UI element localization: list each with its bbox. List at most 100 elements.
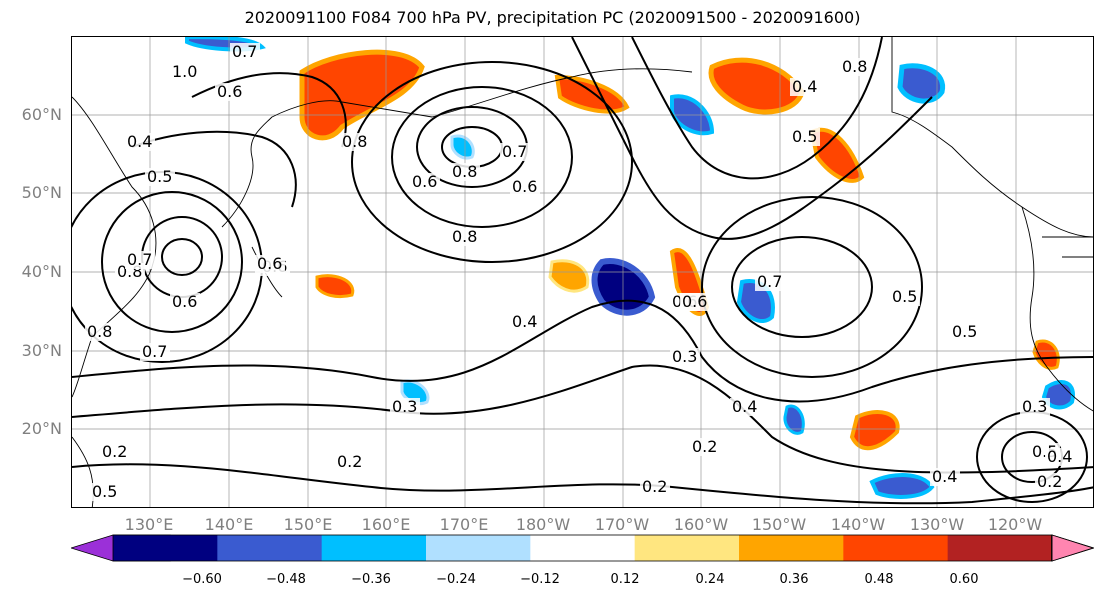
contour-label: 0.4: [1047, 447, 1072, 466]
precip-negative: [869, 473, 935, 499]
lon-label-180w: 180°W: [515, 515, 571, 534]
contour-label-bg: [450, 228, 480, 246]
contour-label: 0.5: [792, 127, 817, 146]
contour-label: 0.5: [952, 322, 977, 341]
colorbar-tick: 0.48: [864, 572, 894, 587]
contour-label-bg: [730, 398, 760, 416]
colorbar-swatch: [634, 535, 740, 561]
contour-label: 0.6: [412, 172, 437, 191]
contour-label: 0.8: [452, 162, 477, 181]
chart-title: 2020091100 F084 700 hPa PV, precipitatio…: [244, 8, 861, 27]
lat-label-30n: 30°N: [21, 341, 62, 360]
precip-negative: [783, 404, 805, 435]
precip-shading: [185, 37, 1075, 499]
contour-label: 0.2: [337, 452, 362, 471]
contour-label-bg: [1035, 473, 1065, 491]
contour-label-bg: [255, 255, 285, 273]
contour-label-bg: [450, 163, 480, 181]
lon-label-160w: 160°W: [673, 515, 729, 534]
colorbar-swatch: [947, 535, 1053, 561]
contour-label-bg: [790, 128, 820, 146]
contour-label-bg: [1020, 398, 1050, 416]
contour-label: 0.7: [142, 342, 167, 361]
contour-label-bg: [100, 443, 130, 461]
contour-label-bg: [890, 288, 920, 306]
contour-label: 0.8: [842, 57, 867, 76]
contour-label: 0.2: [1037, 472, 1062, 491]
lon-label-140e: 140°E: [204, 515, 254, 534]
colorbar-tick: −0.36: [351, 572, 391, 587]
lon-label-130w: 130°W: [909, 515, 965, 534]
contour-label: 0.5: [147, 167, 172, 186]
precip-negative: [897, 63, 946, 104]
contour-label-bg: [140, 343, 170, 361]
colorbar-swatches: [71, 534, 1094, 562]
contour-label: 0.2: [692, 437, 717, 456]
map-panel: 1.0 0.7 0.6 0.4 0.5 0.8 0.6 0.8 0.7 0.6 0.8 0.6 0.8 0…: [71, 36, 1094, 508]
contour-label-bg: [335, 453, 365, 471]
contour-label-bg: [670, 348, 700, 366]
precip-positive: [548, 259, 590, 293]
lon-label-130e: 130°E: [124, 515, 174, 534]
contour-label: 0.4: [127, 132, 152, 151]
lon-label-160e: 160°E: [361, 515, 411, 534]
precip-negative: [450, 134, 475, 160]
colorbar-tick: −0.48: [266, 572, 306, 587]
contour-label-bg: [215, 83, 245, 101]
contour-label: 0.5: [892, 287, 917, 306]
contour-label-bg: [145, 168, 175, 186]
colorbar-swatch: [321, 535, 427, 561]
colorbar-swatch: [426, 535, 531, 561]
contour-label-bg: [1045, 448, 1075, 466]
contour-label-bg: [790, 78, 820, 96]
lon-label-170e: 170°E: [439, 515, 489, 534]
lon-label-150w: 150°W: [751, 515, 807, 534]
contour-labels: 1.0 0.7 0.6 0.4 0.5 0.8 0.6 0.8 0.7 0.6 0.8 0.6 0.8 0…: [85, 42, 1075, 501]
contour-label-bg: [170, 63, 200, 81]
contour-label-bg: [340, 133, 370, 151]
contour-label-bg: [125, 133, 155, 151]
precip-positive: [554, 74, 630, 114]
contour-label: 0.4: [512, 312, 537, 331]
contour-label: 0.4: [732, 397, 757, 416]
contour-label-bg: [410, 173, 440, 191]
contour-label-bg: [510, 178, 540, 196]
contour-label-bg: [85, 323, 115, 341]
map-canvas: 1.0 0.7 0.6 0.4 0.5 0.8 0.6 0.8 0.7 0.6 0.8 0.6 0.8 0…: [72, 37, 1093, 507]
contour-label: 0.3: [392, 397, 417, 416]
lon-label-170w: 170°W: [594, 515, 650, 534]
contour-label: 0.6: [257, 254, 282, 273]
colorbar-tick: −0.60: [182, 572, 222, 587]
contour-label: 0.6: [217, 82, 242, 101]
contour-label-bg: [755, 273, 785, 291]
contour-label: 0.2: [102, 442, 127, 461]
contour-label: 0.8: [342, 132, 367, 151]
precip-negative: [400, 379, 430, 406]
colorbar-tick: −0.12: [520, 572, 560, 587]
lon-label-150e: 150°E: [283, 515, 333, 534]
lon-label-120w: 120°W: [987, 515, 1043, 534]
precip-positive: [708, 57, 805, 115]
colorbar-tick: 0.12: [610, 572, 640, 587]
colorbar-swatch: [843, 535, 949, 561]
lat-label-40n: 40°N: [21, 262, 62, 281]
contour-label-bg: [640, 478, 670, 496]
colorbar-swatch: [217, 535, 323, 561]
colorbar-tick: 0.36: [779, 572, 809, 587]
precip-positive: [315, 274, 355, 299]
colorbar-tick: 0.60: [949, 572, 979, 587]
precip-positive: [1032, 339, 1060, 370]
contour-label-bg: [930, 468, 960, 486]
contour-label: 1.0: [172, 62, 197, 81]
colorbar-swatch: [113, 535, 218, 561]
colorbar-swatch: [739, 535, 844, 561]
contour-label: 0.3: [672, 347, 697, 366]
contour-label: 0.7: [127, 250, 152, 269]
contour-label-bg: [690, 438, 720, 456]
contour-label-bg: [90, 483, 120, 501]
lon-label-140w: 140°W: [830, 515, 886, 534]
colorbar-outline: [112, 534, 1053, 562]
contour-label-bg: [840, 58, 870, 76]
contour-label: 0.8: [452, 227, 477, 246]
contour-label: 0.2: [642, 477, 667, 496]
